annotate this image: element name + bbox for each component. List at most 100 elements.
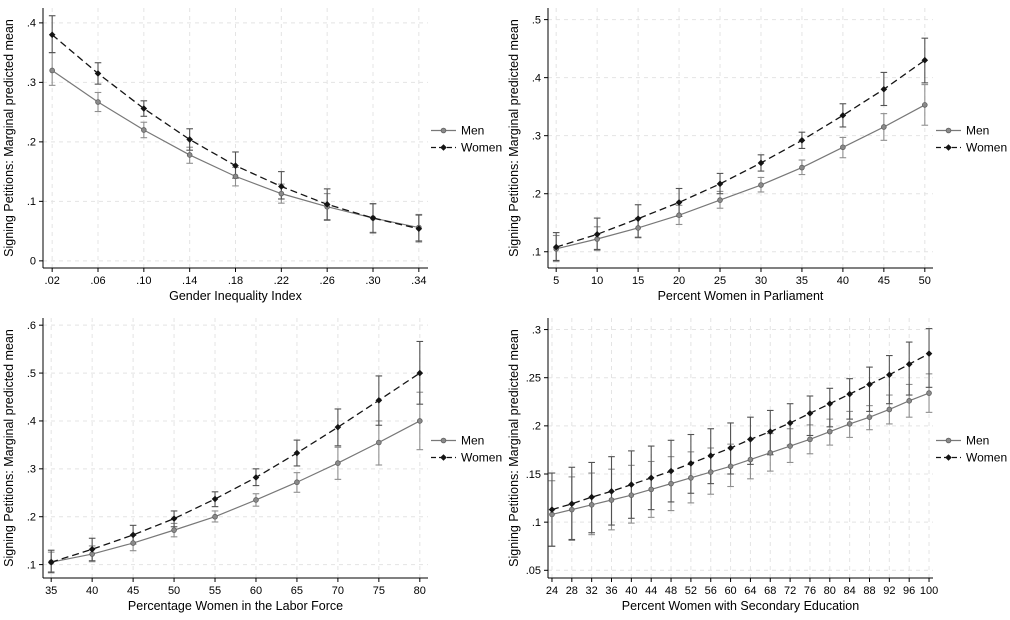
legend-label-men: Men [461, 434, 484, 448]
x-axis-title: Percentage Women in the Labor Force [128, 599, 343, 613]
chart-percent-women-secondary-education: 24 28 32 36 40 44 48 52 56 60 64 68 72 76 80 84 88 92 96 10… [507, 318, 1007, 613]
chart-percent-women-in-parliament: 5 10 15 20 25 30 35 40 45 50 .1 .2 .3 .4 .5 Percent Wom… [507, 8, 1007, 303]
x-tick-label: 80 [414, 585, 426, 597]
y-tick-label: .1 [532, 247, 541, 259]
women-marker-diamond [716, 180, 724, 188]
x-tick-label: 40 [86, 585, 98, 597]
y-tick-label: .4 [27, 18, 36, 30]
women-marker-diamond [647, 474, 655, 482]
women-marker-diamond [278, 183, 285, 190]
y-tick-label: .25 [526, 373, 541, 385]
men-marker-circle [335, 460, 341, 466]
women-marker-diamond [921, 56, 929, 64]
x-tick-label: 45 [127, 585, 139, 597]
women-marker-diamond [48, 31, 56, 39]
women-marker-diamond [552, 243, 560, 251]
x-tick-label: .30 [365, 275, 380, 287]
legend-men-marker [945, 437, 952, 444]
y-tick-label: .5 [532, 14, 541, 26]
y-axis-title: Signing Petitions: Marginal predicted me… [2, 19, 16, 257]
y-tick-label: .4 [27, 416, 36, 428]
y-tick-label: .3 [27, 77, 36, 89]
women-marker-diamond [675, 199, 683, 206]
women-marker-diamond [88, 545, 96, 553]
men-marker-circle [846, 421, 853, 427]
men-marker-circle [141, 127, 147, 133]
women-marker-diamond [727, 444, 734, 452]
y-tick-label: .1 [27, 559, 36, 571]
women-marker-diamond [47, 558, 55, 566]
women-marker-diamond [369, 214, 377, 222]
women-marker-diamond [293, 449, 301, 457]
legend-label-men: Men [461, 124, 484, 138]
legend-women-marker [945, 454, 952, 461]
x-tick-label: 72 [784, 585, 796, 597]
panel-percent-women-in-parliament: 5 10 15 20 25 30 35 40 45 50 .1 .2 .3 .4 .5 Percent Wom… [505, 0, 1010, 310]
chart-percentage-women-labor-force: 35 40 45 50 55 60 65 70 75 80 .1 .2 .3 .4 .5 .6 Percenta… [2, 318, 502, 613]
legend-men-marker [945, 127, 952, 134]
legend-women-marker [440, 144, 447, 151]
men-marker-circle [758, 182, 764, 188]
women-marker-diamond [806, 410, 814, 417]
men-marker-circle [866, 414, 873, 420]
women-marker-diamond [757, 159, 765, 167]
x-tick-label: 60 [250, 585, 262, 597]
women-marker-diamond [880, 85, 888, 93]
men-marker-circle [278, 190, 285, 197]
men-marker-circle [881, 124, 887, 130]
men-marker-circle [212, 513, 218, 520]
y-axis-title: Signing Petitions: Marginal predicted me… [507, 329, 521, 567]
women-marker-diamond [232, 162, 239, 169]
women-marker-diamond [252, 474, 260, 481]
x-tick-label: 28 [566, 585, 578, 597]
legend-label-women: Women [966, 451, 1007, 465]
legend-men-marker [440, 127, 447, 134]
men-marker-circle [294, 479, 300, 486]
legend-label-men: Men [966, 434, 989, 448]
women-marker-diamond [905, 360, 913, 368]
y-tick-label: .15 [526, 469, 541, 481]
men-line [551, 392, 930, 516]
women-marker-diamond [747, 436, 754, 443]
y-tick-label: .2 [532, 189, 541, 201]
women-marker-diamond [129, 531, 137, 539]
x-tick-label: 50 [168, 585, 180, 597]
men-marker-circle [95, 99, 101, 105]
legend-label-women: Women [966, 141, 1007, 155]
x-tick-label: 64 [744, 585, 756, 597]
panel-gender-inequality-index: .02 .06 .10 .14 .18 .22 .26 .30 .34 0 .1 .2 .3 .4 Gend… [0, 0, 505, 310]
y-axis-title: Signing Petitions: Marginal predicted me… [2, 329, 16, 567]
x-tick-label: .34 [411, 275, 426, 287]
x-tick-label: 56 [705, 585, 717, 597]
women-marker-diamond [334, 423, 342, 431]
y-tick-label: .05 [526, 565, 541, 577]
x-tick-label: 15 [632, 275, 644, 287]
x-tick-label: 84 [844, 585, 856, 597]
women-marker-diamond [826, 400, 834, 408]
men-marker-circle [171, 527, 177, 533]
y-tick-label: .3 [532, 130, 541, 142]
x-tick-label: .10 [136, 275, 151, 287]
y-tick-label: .5 [27, 368, 36, 380]
women-marker-diamond [798, 137, 806, 144]
x-tick-label: 30 [755, 275, 767, 287]
x-tick-label: 60 [724, 585, 736, 597]
x-tick-label: 70 [332, 585, 344, 597]
y-tick-label: .3 [532, 324, 541, 336]
men-marker-circle [635, 225, 641, 231]
y-tick-label: .2 [27, 137, 36, 149]
men-marker-circle [787, 443, 793, 449]
men-marker-circle [717, 197, 723, 203]
women-marker-diamond [568, 500, 576, 508]
women-marker-diamond [211, 495, 219, 503]
chart-gender-inequality-index: .02 .06 .10 .14 .18 .22 .26 .30 .34 0 .1 .2 .3 .4 Gend… [2, 8, 502, 303]
men-marker-circle [130, 540, 136, 546]
x-tick-label: 10 [591, 275, 603, 287]
women-marker-diamond [634, 215, 642, 222]
x-tick-label: 92 [883, 585, 895, 597]
y-tick-label: 0 [30, 256, 36, 268]
women-marker-diamond [170, 515, 178, 522]
x-tick-label: 36 [605, 585, 617, 597]
x-tick-label: 96 [903, 585, 915, 597]
men-marker-circle [232, 173, 239, 180]
